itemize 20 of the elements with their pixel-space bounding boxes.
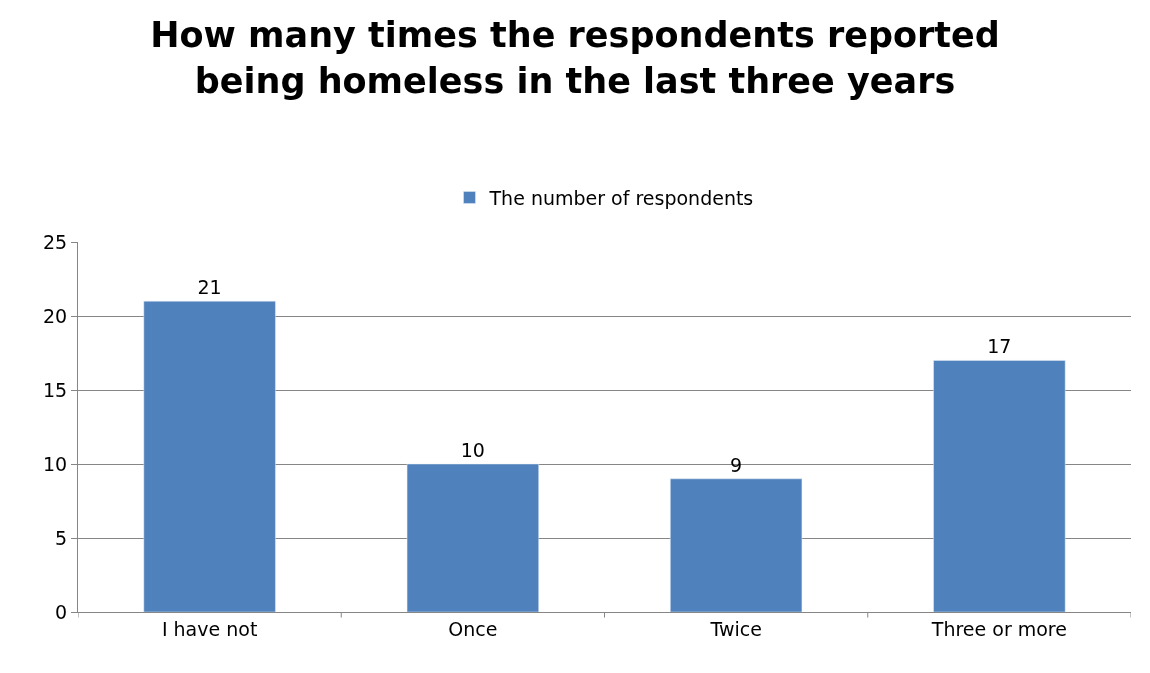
data-label: 17: [987, 335, 1012, 358]
legend-label: The number of respondents: [488, 186, 754, 209]
x-tick-label: I have not: [161, 617, 258, 640]
data-label: 10: [460, 439, 485, 461]
bar: [143, 300, 276, 612]
x-tick-label: Three or more: [930, 617, 1067, 640]
y-tick-label: 0: [55, 600, 68, 623]
y-tick-label: 10: [43, 452, 68, 475]
chart-title: How many times the respondents reported being homeless in the last three years: [150, 15, 1000, 101]
y-tick-label: 5: [55, 526, 68, 549]
bar: [933, 360, 1066, 612]
bar: [670, 478, 803, 612]
x-tick-label: Once: [448, 617, 498, 640]
y-tick-label: 20: [43, 304, 68, 327]
x-tick-label: Twice: [709, 617, 762, 640]
y-tick-label: 25: [43, 230, 68, 253]
y-tick-label: 15: [43, 378, 68, 401]
data-label: 21: [197, 276, 222, 299]
data-label: 9: [730, 453, 743, 476]
bar: [406, 463, 539, 612]
